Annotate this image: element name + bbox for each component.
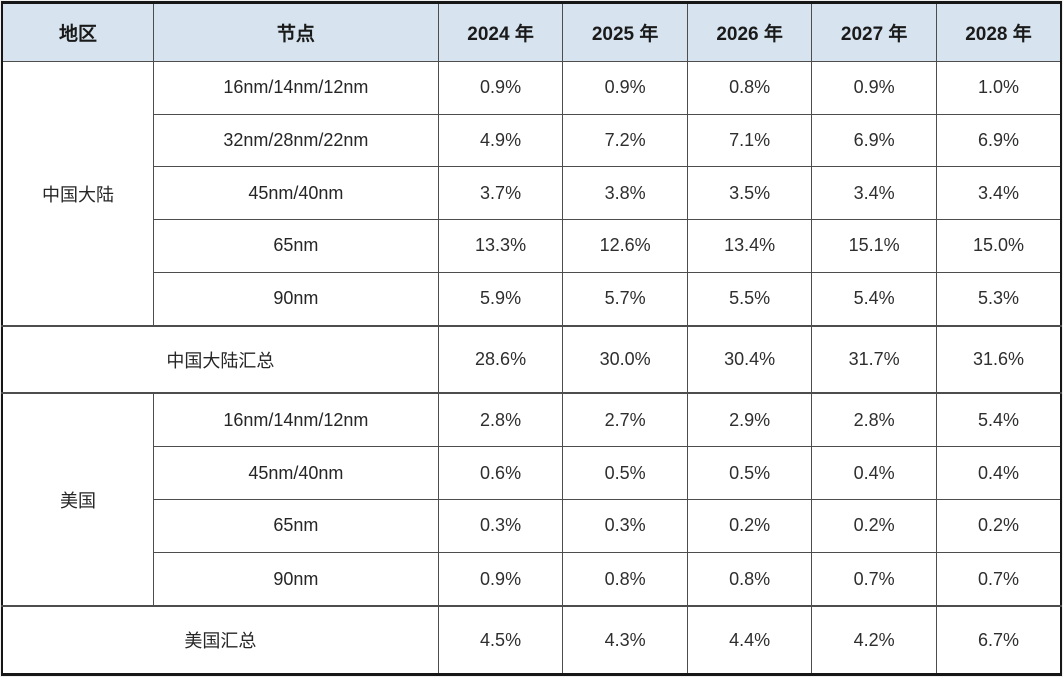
region-cell-china: 中国大陆 — [1, 61, 154, 327]
value-cell: 0.9% — [437, 551, 564, 607]
table-row: 45nm/40nm 0.6% 0.5% 0.5% 0.4% 0.4% — [2, 446, 1062, 501]
value-cell: 5.3% — [935, 271, 1062, 327]
value-cell: 3.4% — [935, 166, 1062, 221]
total-value-cell: 31.6% — [935, 325, 1062, 395]
node-cell: 16nm/14nm/12nm — [152, 392, 439, 448]
value-cell: 5.5% — [686, 271, 813, 327]
node-cell: 45nm/40nm — [152, 446, 439, 501]
value-cell: 7.2% — [562, 113, 688, 168]
value-cell: 0.9% — [562, 61, 688, 115]
value-cell: 1.0% — [935, 61, 1062, 115]
value-cell: 2.9% — [686, 392, 813, 448]
value-cell: 15.0% — [935, 219, 1062, 273]
node-cell: 45nm/40nm — [152, 166, 439, 221]
value-cell: 0.2% — [811, 499, 937, 553]
total-row-china: 中国大陆汇总 28.6% 30.0% 30.4% 31.7% 31.6% — [1, 325, 1062, 395]
value-cell: 15.1% — [811, 219, 937, 273]
value-cell: 2.7% — [562, 392, 688, 448]
value-cell: 5.4% — [811, 271, 937, 327]
total-value-cell: 31.7% — [811, 325, 937, 395]
value-cell: 0.8% — [686, 551, 813, 607]
table-row: 美国 16nm/14nm/12nm 2.8% 2.7% 2.9% 2.8% 5.… — [1, 392, 1062, 607]
total-value-cell: 30.4% — [686, 325, 813, 395]
header-cell-year-2025: 2025 年 — [562, 2, 688, 62]
value-cell: 5.4% — [935, 392, 1062, 448]
value-cell: 0.3% — [437, 499, 564, 553]
value-cell: 0.2% — [935, 499, 1062, 553]
node-cell: 16nm/14nm/12nm — [152, 61, 439, 115]
total-value-cell: 6.7% — [935, 605, 1062, 676]
value-cell: 0.2% — [686, 499, 813, 553]
value-cell: 7.1% — [686, 113, 813, 168]
value-cell: 0.7% — [935, 551, 1062, 607]
value-cell: 0.6% — [437, 446, 564, 501]
value-cell: 0.4% — [811, 446, 937, 501]
node-cell: 32nm/28nm/22nm — [152, 113, 439, 168]
value-cell: 0.9% — [437, 61, 564, 115]
node-cell: 65nm — [152, 219, 439, 273]
value-cell: 0.8% — [686, 61, 813, 115]
node-cell: 90nm — [152, 271, 439, 327]
value-cell: 0.5% — [686, 446, 813, 501]
value-cell: 0.3% — [562, 499, 688, 553]
value-cell: 0.4% — [935, 446, 1062, 501]
value-cell: 2.8% — [437, 392, 564, 448]
header-cell-year-2028: 2028 年 — [935, 2, 1062, 62]
value-cell: 0.5% — [562, 446, 688, 501]
value-cell: 2.8% — [811, 392, 937, 448]
header-row: 地区 节点 2024 年 2025 年 2026 年 2027 年 2028 年 — [1, 2, 1062, 62]
total-value-cell: 28.6% — [437, 325, 564, 395]
value-cell: 13.4% — [686, 219, 813, 273]
value-cell: 13.3% — [437, 219, 564, 273]
total-label-cell: 中国大陆汇总 — [1, 325, 439, 395]
header-cell-year-2024: 2024 年 — [437, 2, 564, 62]
value-cell: 3.5% — [686, 166, 813, 221]
value-cell: 4.9% — [437, 113, 564, 168]
node-cell: 90nm — [152, 551, 439, 607]
value-cell: 0.8% — [562, 551, 688, 607]
table-row: 45nm/40nm 3.7% 3.8% 3.5% 3.4% 3.4% — [2, 166, 1062, 221]
total-value-cell: 4.4% — [686, 605, 813, 676]
table-row: 中国大陆 16nm/14nm/12nm 0.9% 0.9% 0.8% 0.9% … — [1, 61, 1062, 327]
value-cell: 3.8% — [562, 166, 688, 221]
total-value-cell: 4.2% — [811, 605, 937, 676]
node-cell: 65nm — [152, 499, 439, 553]
table-row: 65nm 13.3% 12.6% 13.4% 15.1% 15.0% — [2, 219, 1062, 273]
value-cell: 0.7% — [811, 551, 937, 607]
table-row: 32nm/28nm/22nm 4.9% 7.2% 7.1% 6.9% 6.9% — [2, 113, 1062, 168]
header-cell-year-2026: 2026 年 — [686, 2, 813, 62]
value-cell: 3.4% — [811, 166, 937, 221]
total-value-cell: 30.0% — [562, 325, 688, 395]
region-cell-usa: 美国 — [1, 392, 154, 607]
value-cell: 5.9% — [437, 271, 564, 327]
value-cell: 6.9% — [935, 113, 1062, 168]
table-row: 90nm 0.9% 0.8% 0.8% 0.7% 0.7% — [2, 551, 1062, 607]
total-value-cell: 4.5% — [437, 605, 564, 676]
total-value-cell: 4.3% — [562, 605, 688, 676]
value-cell: 3.7% — [437, 166, 564, 221]
value-cell: 0.9% — [811, 61, 937, 115]
total-row-usa: 美国汇总 4.5% 4.3% 4.4% 4.2% 6.7% — [1, 605, 1062, 676]
value-cell: 5.7% — [562, 271, 688, 327]
total-label-cell: 美国汇总 — [1, 605, 439, 676]
table-row: 90nm 5.9% 5.7% 5.5% 5.4% 5.3% — [2, 271, 1062, 327]
value-cell: 6.9% — [811, 113, 937, 168]
table-row: 65nm 0.3% 0.3% 0.2% 0.2% 0.2% — [2, 499, 1062, 553]
value-cell: 12.6% — [562, 219, 688, 273]
header-cell-year-2027: 2027 年 — [811, 2, 937, 62]
header-cell-node: 节点 — [152, 2, 439, 62]
header-cell-region: 地区 — [1, 2, 154, 62]
